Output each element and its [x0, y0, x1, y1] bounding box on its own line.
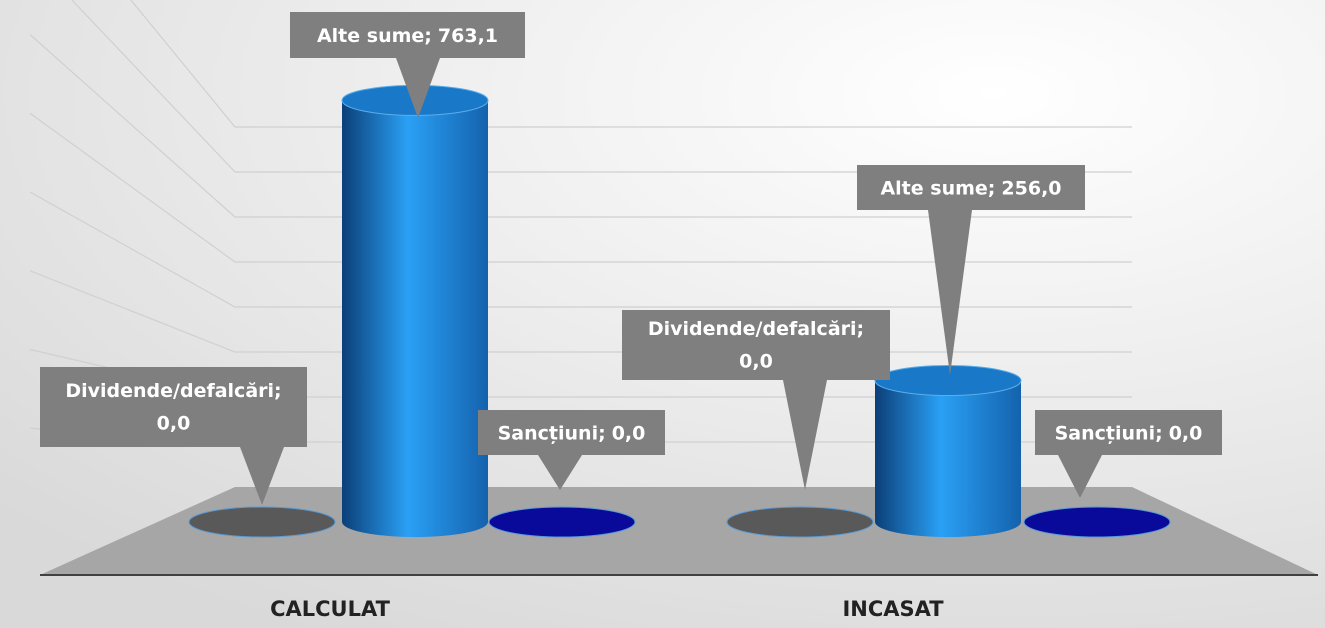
series-name: Dividende/defalcări — [65, 380, 274, 402]
grid-line — [71, 0, 1132, 173]
cylinder-top — [874, 365, 1022, 397]
callout-pointer — [538, 455, 582, 490]
cylinder — [188, 506, 336, 538]
separator: ; — [424, 25, 432, 47]
data-label-name: Dividende/defalcări; — [65, 380, 281, 402]
data-label: Sancțiuni; 0,0 — [1035, 410, 1222, 498]
grid-line — [29, 191, 1132, 308]
cylinder — [488, 506, 636, 538]
callout-box — [478, 410, 665, 455]
data-label-text: Alte sume; 763,1 — [317, 25, 498, 47]
callout-pointer — [396, 58, 440, 118]
data-label-text: Alte sume; 256,0 — [880, 177, 1061, 199]
cylinder-top — [488, 506, 636, 538]
callout-box — [857, 165, 1085, 210]
data-label-name: Dividende/defalcări; — [648, 318, 864, 340]
data-label: Dividende/defalcări; 0,0 — [622, 310, 890, 490]
data-label: Alte sume; 256,0 — [857, 165, 1085, 375]
x-tick-label: INCASAT — [842, 597, 944, 621]
value-label: 0,0 — [612, 422, 646, 444]
grid-line — [29, 34, 1132, 218]
cylinder — [874, 365, 1022, 537]
cylinder-top — [1023, 506, 1171, 538]
cylinder-body — [875, 380, 1021, 537]
callout-box — [622, 310, 890, 380]
cylinder — [341, 84, 489, 537]
cylinder — [1023, 506, 1171, 538]
data-label: Sancțiuni; 0,0 — [478, 410, 665, 490]
callout-pointer — [928, 210, 972, 375]
x-tick-label: CALCULAT — [270, 597, 391, 621]
data-label: Dividende/defalcări; 0,0 — [40, 367, 307, 505]
series-name: Dividende/defalcări — [648, 318, 857, 340]
series-name: Alte sume — [317, 25, 424, 47]
value-label: 0,0 — [1169, 422, 1203, 444]
grid-line — [130, 0, 1132, 128]
separator: ; — [1155, 422, 1163, 444]
callout-pointer — [240, 447, 284, 505]
callout-box — [40, 367, 307, 447]
separator: ; — [598, 422, 606, 444]
cylinder-top — [726, 506, 874, 538]
value-label: 256,0 — [1001, 177, 1061, 199]
cylinder-top — [188, 506, 336, 538]
data-label-value: 0,0 — [739, 351, 773, 373]
cylinder-body — [342, 100, 488, 537]
series-name: Alte sume — [880, 177, 987, 199]
separator: ; — [857, 318, 865, 340]
grid-line — [29, 112, 1132, 263]
data-label-text: Sancțiuni; 0,0 — [1055, 422, 1203, 444]
data-label-value: 0,0 — [157, 413, 191, 435]
series-name: Sancțiuni — [1055, 422, 1155, 444]
callout-box — [290, 12, 525, 58]
separator: ; — [274, 380, 282, 402]
series-name: Sancțiuni — [498, 422, 598, 444]
data-label: Alte sume; 763,1 — [290, 12, 525, 118]
callout-pointer — [783, 380, 827, 490]
cylinder — [726, 506, 874, 538]
callout-pointer — [1058, 455, 1102, 498]
callout-box — [1035, 410, 1222, 455]
data-label-text: Sancțiuni; 0,0 — [498, 422, 646, 444]
value-label: 763,1 — [438, 25, 498, 47]
separator: ; — [988, 177, 996, 199]
